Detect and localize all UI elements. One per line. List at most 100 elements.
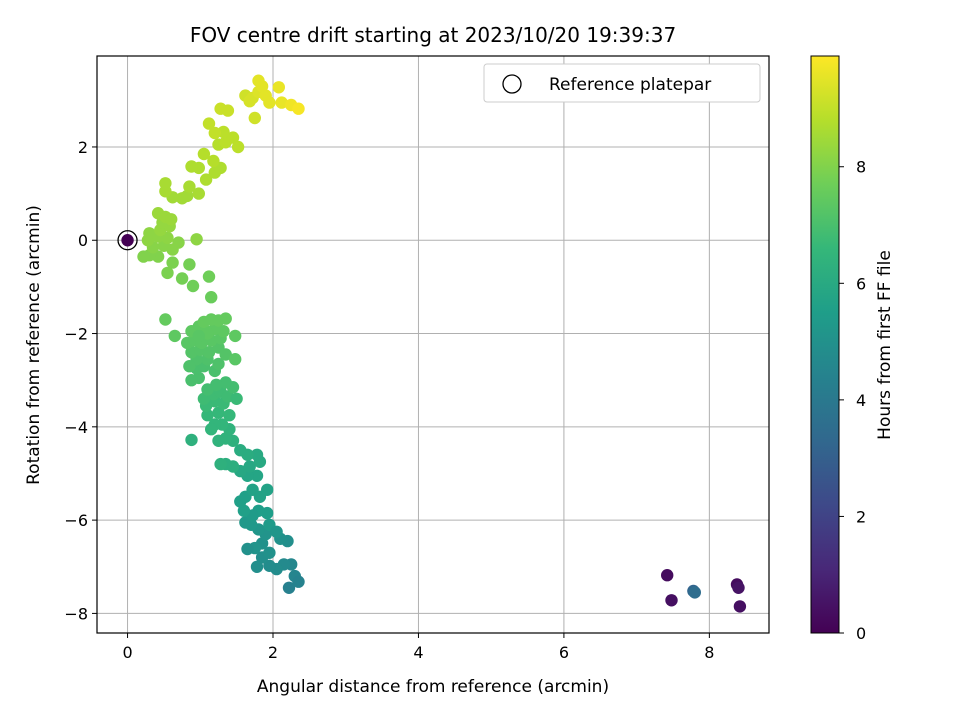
grid-lines xyxy=(97,56,769,633)
data-point xyxy=(208,126,221,140)
y-tick-label: −2 xyxy=(64,325,88,344)
data-point xyxy=(175,272,189,285)
x-axis-label: Angular distance from reference (arcmin) xyxy=(257,677,609,697)
legend-box xyxy=(483,63,761,103)
legend: Reference platepar xyxy=(483,63,761,103)
data-point xyxy=(243,460,256,473)
data-point xyxy=(197,392,211,405)
data-point xyxy=(261,483,274,496)
data-point xyxy=(183,258,196,271)
data-point xyxy=(205,423,218,436)
data-point xyxy=(181,189,194,203)
data-point xyxy=(205,291,218,304)
data-point xyxy=(161,266,174,280)
data-point xyxy=(161,231,174,245)
y-axis-ticks: −8 −6 −4 −2 0 2 xyxy=(64,138,97,623)
y-tick-label: 0 xyxy=(78,231,88,250)
data-point xyxy=(212,357,225,371)
data-point xyxy=(214,457,227,471)
data-point xyxy=(166,256,179,269)
data-point xyxy=(733,600,747,613)
chart-title: FOV centre drift starting at 2023/10/20 … xyxy=(190,23,676,47)
data-point xyxy=(183,360,196,373)
x-axis-ticks: 0 2 4 6 8 xyxy=(122,633,714,662)
data-point xyxy=(661,569,674,582)
data-point xyxy=(185,374,198,387)
data-point xyxy=(168,329,181,343)
data-point xyxy=(212,406,225,419)
data-point xyxy=(165,213,178,226)
data-point xyxy=(250,560,264,573)
data-point xyxy=(292,575,305,588)
data-point xyxy=(212,434,225,447)
data-points xyxy=(117,74,747,613)
y-tick-label: 2 xyxy=(78,138,88,157)
data-point xyxy=(183,180,196,193)
data-point xyxy=(263,96,276,109)
data-point xyxy=(237,504,251,517)
x-tick-label: 4 xyxy=(413,643,423,662)
data-point xyxy=(199,173,213,186)
plot-frame xyxy=(96,55,770,634)
legend-label: Reference platepar xyxy=(549,75,711,95)
data-point xyxy=(202,270,216,283)
data-point xyxy=(202,346,216,359)
data-point xyxy=(230,392,243,405)
data-point xyxy=(192,187,205,200)
data-point xyxy=(186,279,200,293)
data-point xyxy=(221,104,235,117)
x-tick-label: 6 xyxy=(559,643,569,662)
data-point xyxy=(185,433,198,447)
data-point xyxy=(201,409,214,422)
colorbar-tick-label: 8 xyxy=(856,158,866,177)
data-point xyxy=(248,111,261,125)
colorbar: 0 2 4 6 8 Hours from first FF file xyxy=(810,55,895,643)
reference-point xyxy=(121,234,134,247)
x-tick-label: 0 xyxy=(122,643,132,662)
data-point xyxy=(192,329,205,343)
data-point xyxy=(275,96,288,109)
data-point xyxy=(137,250,150,263)
data-point xyxy=(292,102,305,115)
colorbar-label: Hours from first FF file xyxy=(875,250,895,440)
data-point xyxy=(229,353,242,366)
y-tick-label: −6 xyxy=(64,511,88,530)
data-point xyxy=(143,227,156,240)
data-point xyxy=(223,409,236,422)
colorbar-tick-label: 4 xyxy=(856,391,866,410)
reference-ring xyxy=(117,230,138,251)
x-tick-label: 2 xyxy=(268,643,278,662)
data-point xyxy=(282,581,296,594)
y-axis-label: Rotation from reference (arcmin) xyxy=(24,205,44,485)
data-point xyxy=(207,154,220,168)
data-point xyxy=(243,95,256,108)
data-point xyxy=(202,117,216,130)
data-point xyxy=(241,542,254,556)
y-tick-label: −4 xyxy=(64,418,88,437)
data-point xyxy=(190,233,203,246)
data-point xyxy=(185,160,198,173)
data-point xyxy=(263,546,276,559)
data-point xyxy=(250,448,264,461)
data-point xyxy=(159,177,172,190)
data-point xyxy=(159,313,172,326)
data-point xyxy=(688,586,701,599)
data-point xyxy=(272,81,285,94)
x-tick-label: 8 xyxy=(704,643,714,662)
data-point xyxy=(665,594,678,607)
data-point xyxy=(231,140,245,154)
colorbar-tick-label: 2 xyxy=(856,507,866,526)
colorbar-ticks: 0 2 4 6 8 xyxy=(839,158,866,643)
data-point xyxy=(252,74,265,87)
data-point xyxy=(219,348,232,361)
data-point xyxy=(234,444,247,457)
data-point xyxy=(263,559,276,572)
colorbar-gradient xyxy=(810,55,840,634)
data-point xyxy=(270,525,283,538)
y-tick-label: −8 xyxy=(64,604,88,623)
data-point xyxy=(219,376,232,389)
data-point xyxy=(201,383,214,396)
colorbar-tick-label: 6 xyxy=(856,274,866,293)
data-point xyxy=(229,329,242,343)
